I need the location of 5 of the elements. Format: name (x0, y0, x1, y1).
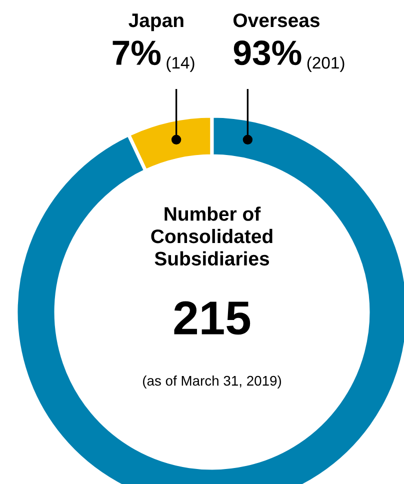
slice-label: Overseas (233, 13, 320, 28)
text: 215 (174, 301, 250, 335)
slice-label: Japan (128, 14, 184, 32)
text: Number of Consolidated Subsidiaries (151, 206, 272, 266)
text: (as of March 31, 2019) (143, 376, 282, 388)
